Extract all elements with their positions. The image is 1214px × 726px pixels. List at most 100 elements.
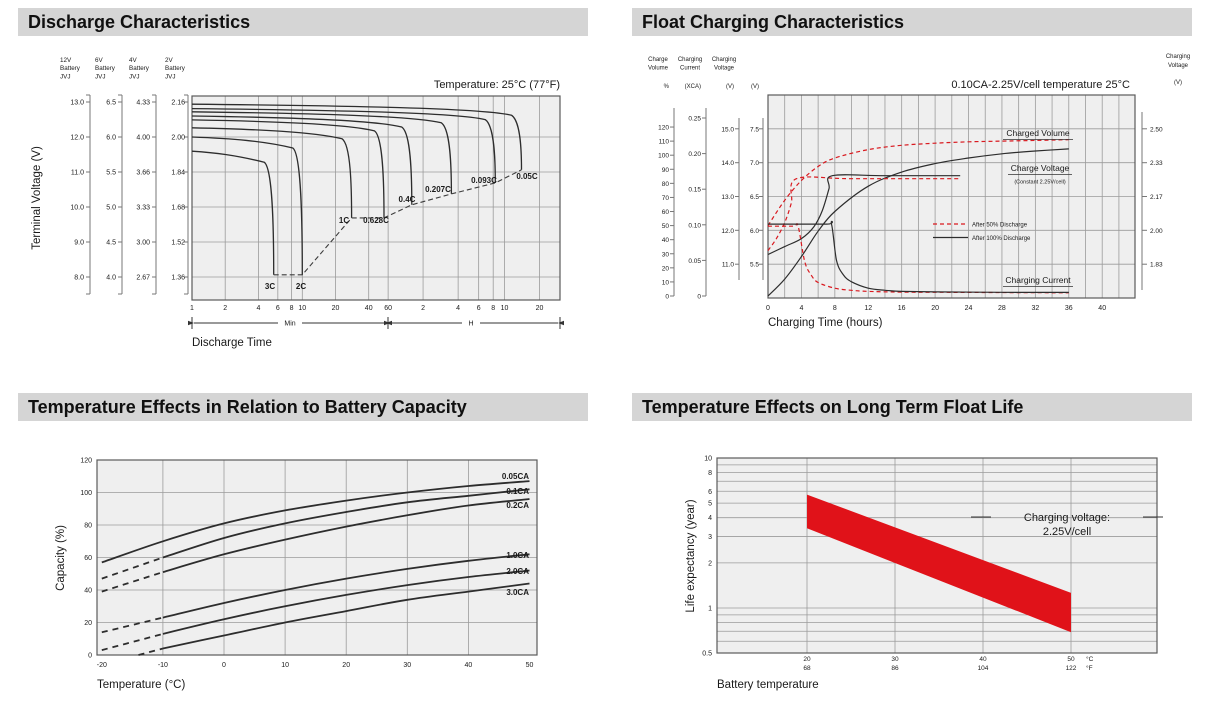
svg-text:6: 6 <box>708 489 712 496</box>
svg-text:Current: Current <box>680 66 700 72</box>
svg-text:2: 2 <box>223 305 227 312</box>
svg-text:1.68: 1.68 <box>171 205 185 212</box>
float-curve-charged_volume_50 <box>767 139 1069 226</box>
svg-text:6: 6 <box>477 305 481 312</box>
svg-text:80: 80 <box>84 523 92 530</box>
svg-text:3C: 3C <box>265 282 275 291</box>
svg-text:12.0: 12.0 <box>721 228 734 235</box>
svg-text:0.093C: 0.093C <box>471 176 497 185</box>
svg-text:50: 50 <box>1067 656 1075 663</box>
svg-text:120: 120 <box>80 458 92 465</box>
svg-text:Charged Volume: Charged Volume <box>1006 128 1070 138</box>
svg-text:0: 0 <box>697 294 701 301</box>
svg-text:10: 10 <box>298 305 306 312</box>
svg-text:6.5: 6.5 <box>106 100 116 107</box>
discharge-curve-1C <box>191 127 353 218</box>
svg-text:1: 1 <box>708 606 712 613</box>
svg-text:6V: 6V <box>95 57 104 64</box>
section-title-temp-capacity: Temperature Effects in Relation to Batte… <box>18 393 588 421</box>
svg-text:Charging Time (hours): Charging Time (hours) <box>768 317 883 329</box>
svg-text:JVJ: JVJ <box>95 73 106 80</box>
svg-text:20: 20 <box>342 662 350 669</box>
svg-text:4: 4 <box>256 305 260 312</box>
svg-text:2V: 2V <box>165 57 174 64</box>
svg-text:(Constant 2.25V/cell): (Constant 2.25V/cell) <box>1014 180 1066 186</box>
svg-text:24: 24 <box>965 305 973 312</box>
svg-text:Battery: Battery <box>129 65 150 72</box>
svg-text:1.0CA: 1.0CA <box>506 551 529 560</box>
discharge-chart: 12VBatteryJVJ13.012.011.010.09.08.06VBat… <box>31 57 564 349</box>
svg-text:7.5: 7.5 <box>750 126 759 133</box>
svg-text:40: 40 <box>1098 305 1106 312</box>
svg-text:-10: -10 <box>158 662 168 669</box>
svg-text:2.0CA: 2.0CA <box>506 567 529 576</box>
svg-text:104: 104 <box>978 665 989 672</box>
discharge-curve-0.207C <box>191 111 453 194</box>
svg-text:1: 1 <box>190 305 194 312</box>
svg-text:40: 40 <box>979 656 987 663</box>
svg-text:20: 20 <box>536 305 544 312</box>
svg-text:32: 32 <box>1031 305 1039 312</box>
svg-text:10: 10 <box>501 305 509 312</box>
svg-text:4.00: 4.00 <box>136 135 150 142</box>
svg-text:(V): (V) <box>751 84 759 90</box>
svg-text:12: 12 <box>864 305 872 312</box>
capacity-curve-3.0CA <box>162 582 530 650</box>
svg-text:Temperature (°C): Temperature (°C) <box>97 679 185 691</box>
svg-text:Charging: Charging <box>1166 54 1190 60</box>
svg-text:After 100% Discharge: After 100% Discharge <box>972 236 1031 242</box>
svg-text:-20: -20 <box>97 662 107 669</box>
svg-text:0.20: 0.20 <box>688 151 701 158</box>
svg-text:Battery: Battery <box>95 65 116 72</box>
section-title-discharge: Discharge Characteristics <box>18 8 588 36</box>
svg-text:2.50: 2.50 <box>1150 126 1163 133</box>
svg-text:0.1CA: 0.1CA <box>506 487 529 496</box>
svg-text:28: 28 <box>998 305 1006 312</box>
svg-text:10.0: 10.0 <box>70 205 84 212</box>
svg-text:13.0: 13.0 <box>70 100 84 107</box>
svg-text:Battery temperature: Battery temperature <box>717 679 819 691</box>
svg-text:0.207C: 0.207C <box>425 185 451 194</box>
svg-text:3: 3 <box>708 534 712 541</box>
svg-text:Charge Voltage: Charge Voltage <box>1011 163 1070 173</box>
capacity-curve-0.2CA <box>162 498 530 573</box>
svg-text:JVJ: JVJ <box>165 73 176 80</box>
svg-text:122: 122 <box>1066 665 1077 672</box>
svg-text:5.5: 5.5 <box>750 262 759 269</box>
svg-text:11.0: 11.0 <box>722 262 735 269</box>
svg-text:Battery: Battery <box>165 65 186 72</box>
svg-text:3.66: 3.66 <box>136 170 150 177</box>
svg-text:2.00: 2.00 <box>171 135 185 142</box>
svg-text:Terminal Voltage (V): Terminal Voltage (V) <box>31 146 43 250</box>
svg-text:(XCA): (XCA) <box>685 84 701 90</box>
discharge-curve-0.05C <box>191 103 523 170</box>
discharge-curve-0.628C <box>191 119 385 218</box>
svg-text:2.33: 2.33 <box>1150 160 1163 167</box>
svg-text:12.0: 12.0 <box>70 135 84 142</box>
svg-text:Charging: Charging <box>712 57 736 63</box>
svg-text:4: 4 <box>708 515 712 522</box>
capacity-curve-2.0CA <box>162 569 530 635</box>
svg-text:%: % <box>664 84 670 90</box>
svg-text:0.10CA-2.25V/cell temperature: 0.10CA-2.25V/cell temperature 25°C <box>951 79 1130 91</box>
svg-text:5.0: 5.0 <box>106 205 116 212</box>
svg-text:2C: 2C <box>296 282 306 291</box>
svg-text:2.67: 2.67 <box>136 275 150 282</box>
svg-text:8: 8 <box>491 305 495 312</box>
svg-text:30: 30 <box>662 251 670 258</box>
svg-text:0.5: 0.5 <box>702 651 712 658</box>
svg-text:Min: Min <box>284 321 295 328</box>
svg-text:4.33: 4.33 <box>136 100 150 107</box>
capacity-curve-1.0CA <box>162 553 530 619</box>
svg-text:60: 60 <box>384 305 392 312</box>
float-charging-chart: ChargeVolume%120110100908070605040302010… <box>648 54 1190 329</box>
svg-text:Volume: Volume <box>648 66 669 72</box>
svg-text:°C: °C <box>1086 655 1094 663</box>
capacity-curve-0.05CA <box>101 480 530 564</box>
svg-text:0.25: 0.25 <box>688 116 701 123</box>
svg-text:8: 8 <box>708 470 712 477</box>
svg-text:6.5: 6.5 <box>750 194 759 201</box>
discharge-curve-3C <box>191 150 275 275</box>
svg-text:30: 30 <box>891 656 899 663</box>
svg-text:40: 40 <box>662 237 670 244</box>
